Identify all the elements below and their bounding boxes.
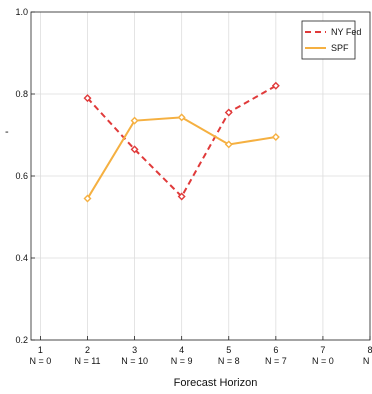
data-point bbox=[130, 145, 139, 154]
data-point bbox=[224, 140, 233, 149]
data-point bbox=[177, 192, 186, 201]
data-point bbox=[224, 108, 233, 117]
x-tick-label: 3 bbox=[132, 345, 137, 355]
x-sample-size-label: N = 0 bbox=[312, 356, 334, 366]
y-tick-label: 0.8 bbox=[15, 89, 28, 99]
legend-box bbox=[301, 20, 356, 60]
y-axis-label: - bbox=[5, 126, 9, 138]
x-tick-label: 6 bbox=[273, 345, 278, 355]
data-point bbox=[83, 94, 92, 103]
data-point bbox=[130, 116, 139, 125]
legend-label: NY Fed bbox=[331, 27, 361, 37]
y-tick-label: 0.2 bbox=[15, 335, 28, 345]
data-point bbox=[177, 113, 186, 122]
x-sample-size-label: N = bbox=[363, 356, 372, 366]
gridlines bbox=[31, 11, 371, 341]
x-sample-size-label: N = 7 bbox=[265, 356, 287, 366]
x-tick-label: 5 bbox=[226, 345, 231, 355]
data-point bbox=[271, 81, 280, 90]
x-tick-label: 8 bbox=[367, 345, 372, 355]
x-tick-label: 7 bbox=[320, 345, 325, 355]
x-axis-label: Forecast Horizon bbox=[174, 377, 258, 389]
y-tick-label: 1.0 bbox=[15, 7, 28, 17]
x-sample-size-label: N = 11 bbox=[74, 356, 100, 366]
series-spf bbox=[83, 113, 280, 203]
y-tick-label: 0.4 bbox=[15, 253, 28, 263]
data-point bbox=[83, 194, 92, 203]
x-sample-size-label: N = 10 bbox=[121, 356, 148, 366]
series-ny-fed bbox=[83, 81, 280, 201]
y-tick-label: 0.6 bbox=[15, 171, 28, 181]
data-point bbox=[271, 133, 280, 142]
x-tick-label: 4 bbox=[179, 345, 184, 355]
series-line bbox=[86, 84, 277, 199]
series-layer bbox=[83, 81, 280, 203]
x-sample-size-label: N = 0 bbox=[30, 356, 52, 366]
legend: NY Fed SPF bbox=[301, 20, 361, 60]
x-tick-label: 2 bbox=[85, 345, 90, 355]
legend-label: SPF bbox=[331, 43, 349, 53]
x-tick-label: 1 bbox=[38, 345, 43, 355]
x-sample-size-label: N = 9 bbox=[171, 356, 193, 366]
x-sample-size-label: N = 8 bbox=[218, 356, 240, 366]
